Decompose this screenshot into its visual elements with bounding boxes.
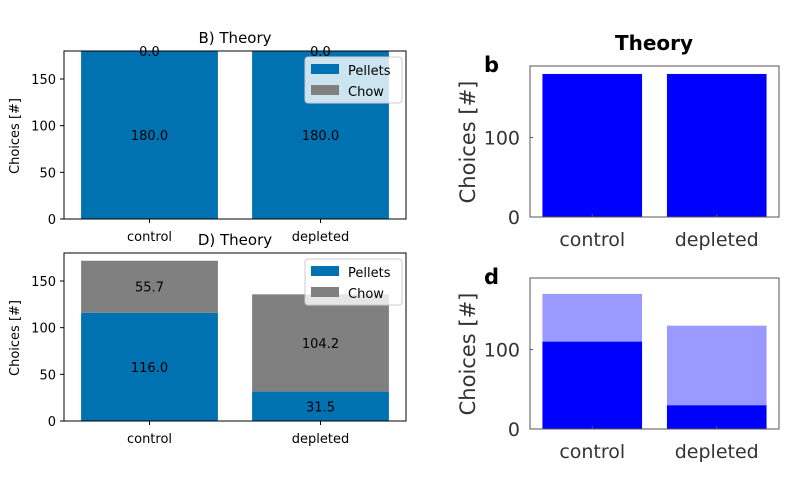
left-top-xtick-label-control: control [127,230,172,245]
left-top-label-pellets-depleted: 180.0 [302,129,339,144]
right-top-yticks: 0 100 [484,128,533,229]
left-bottom-legend-pellets-swatch [311,266,339,276]
right-bottom-bar-chow-depleted [666,325,767,406]
right-bottom-ytick-label-100: 100 [484,340,520,362]
left-bottom-ylabel: Choices [#] [8,300,23,376]
left-bottom-yticks: 0 50 100 150 [31,275,64,430]
left-bottom-ytick-label-0: 0 [48,415,56,430]
left-bottom-bar-pellets-control [81,312,218,421]
left-bottom-xtick-label-depleted: depleted [292,432,349,447]
left-bottom-chart: D) Theory Choices [#] 116.0 55.7 31.5 104.2… [8,231,407,447]
right-bottom-xticks: control depleted [559,426,759,463]
right-bottom-ytick-label-0: 0 [508,419,520,441]
left-top-legend-chow-label: Chow [348,85,384,100]
left-top-legend-pellets-label: Pellets [348,64,391,79]
left-top-bar-labels: 180.0 0.0 180.0 0.0 [131,45,339,144]
left-top-axes-frame [63,50,407,220]
right-top-bar-pellets-depleted [666,73,767,218]
right-bottom-chart: d Choices [#] 0 100 control depleted [456,265,780,463]
left-bottom-xticks: control depleted [127,421,349,447]
right-bottom-bar-pellets-depleted [666,405,767,429]
left-top-legend-chow-swatch [311,85,339,95]
left-bottom-label-chow-depleted: 104.2 [302,337,339,352]
left-bottom-ytick-label-50: 50 [39,368,56,383]
left-bottom-ytick-label-150: 150 [31,275,56,290]
left-bottom-ytick-label-100: 100 [31,322,56,337]
right-top-xtick-label-control: control [559,229,625,251]
right-top-chart: b Choices [#] 0 100 control depleted [456,53,780,251]
right-bottom-ylabel: Choices [#] [456,293,480,416]
left-bottom-bar-chow-depleted [252,294,389,392]
left-bottom-bars [81,260,389,421]
right-top-ylabel: Choices [#] [456,81,480,204]
right-bottom-bar-pellets-control [542,341,643,429]
right-top-axes-frame [529,65,780,218]
panel-letter-d: d [484,265,499,289]
left-bottom-label-pellets-control: 116.0 [131,361,168,376]
left-top-xticks: control depleted [127,219,349,245]
left-bottom-label-chow-control: 55.7 [135,281,164,296]
right-bottom-yticks: 0 100 [484,340,533,441]
left-bottom-bar-labels: 116.0 55.7 31.5 104.2 [131,281,339,416]
left-bottom-title: D) Theory [198,231,272,249]
left-top-ylabel: Choices [#] [8,98,23,174]
right-top-bars [542,73,767,218]
panel-letter-b: b [484,53,499,77]
right-bottom-xtick-label-depleted: depleted [675,441,759,463]
right-bottom-xtick-label-control: control [559,441,625,463]
left-bottom-legend-chow-swatch [311,287,339,297]
left-top-label-chow-depleted: 0.0 [310,45,331,60]
right-bottom-axes-frame [529,277,780,430]
left-top-xtick-label-depleted: depleted [292,230,349,245]
right-top-xticks: control depleted [559,214,759,251]
left-top-label-pellets-control: 180.0 [131,129,168,144]
right-top-xtick-label-depleted: depleted [675,229,759,251]
left-bottom-label-pellets-depleted: 31.5 [306,400,335,415]
left-top-legend: Pellets Chow [304,56,403,104]
left-top-ytick-label-150: 150 [31,73,56,88]
left-top-label-chow-control: 0.0 [139,45,160,60]
left-bottom-bar-pellets-depleted [252,391,389,421]
left-bottom-legend-pellets-label: Pellets [348,266,391,281]
left-bottom-legend-chow-label: Chow [348,287,384,302]
left-top-yticks: 0 50 100 150 [31,73,64,228]
left-top-title: B) Theory [198,29,271,47]
right-figure-title: Theory [615,31,693,55]
left-top-bar-pellets-control [81,51,218,219]
right-top-ytick-label-100: 100 [484,128,520,150]
right-top-bar-pellets-control [542,73,643,218]
left-bottom-xtick-label-control: control [127,432,172,447]
right-bottom-bar-chow-control [542,293,643,342]
left-top-ytick-label-50: 50 [39,166,56,181]
left-bottom-bar-chow-control [81,260,218,313]
left-top-ytick-label-100: 100 [31,120,56,135]
left-top-legend-pellets-swatch [311,64,339,74]
left-top-ytick-label-0: 0 [48,213,56,228]
left-bottom-legend: Pellets Chow [304,258,403,306]
right-top-ytick-label-0: 0 [508,207,520,229]
right-bottom-bars [542,293,767,429]
left-top-chart: B) Theory Choices [#] 180.0 0.0 180.0 0.0 0… [8,29,407,245]
left-bottom-axes-frame [63,252,407,422]
